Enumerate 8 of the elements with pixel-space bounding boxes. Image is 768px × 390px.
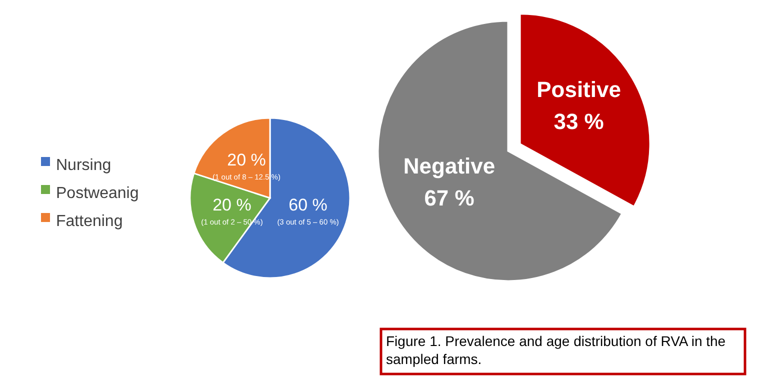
- legend-label: Nursing: [56, 157, 112, 174]
- data-label: 67 %: [424, 186, 474, 211]
- caption: Figure 1. Prevalence and age distribution of RVA in the sampled farms.: [386, 332, 727, 368]
- data-label: 33 %: [554, 109, 604, 134]
- legend-label: Fattening: [56, 213, 123, 230]
- slice-label: Positive: [536, 77, 621, 102]
- legend-label: Postweanig: [56, 185, 139, 202]
- slice-label: Negative: [403, 154, 496, 179]
